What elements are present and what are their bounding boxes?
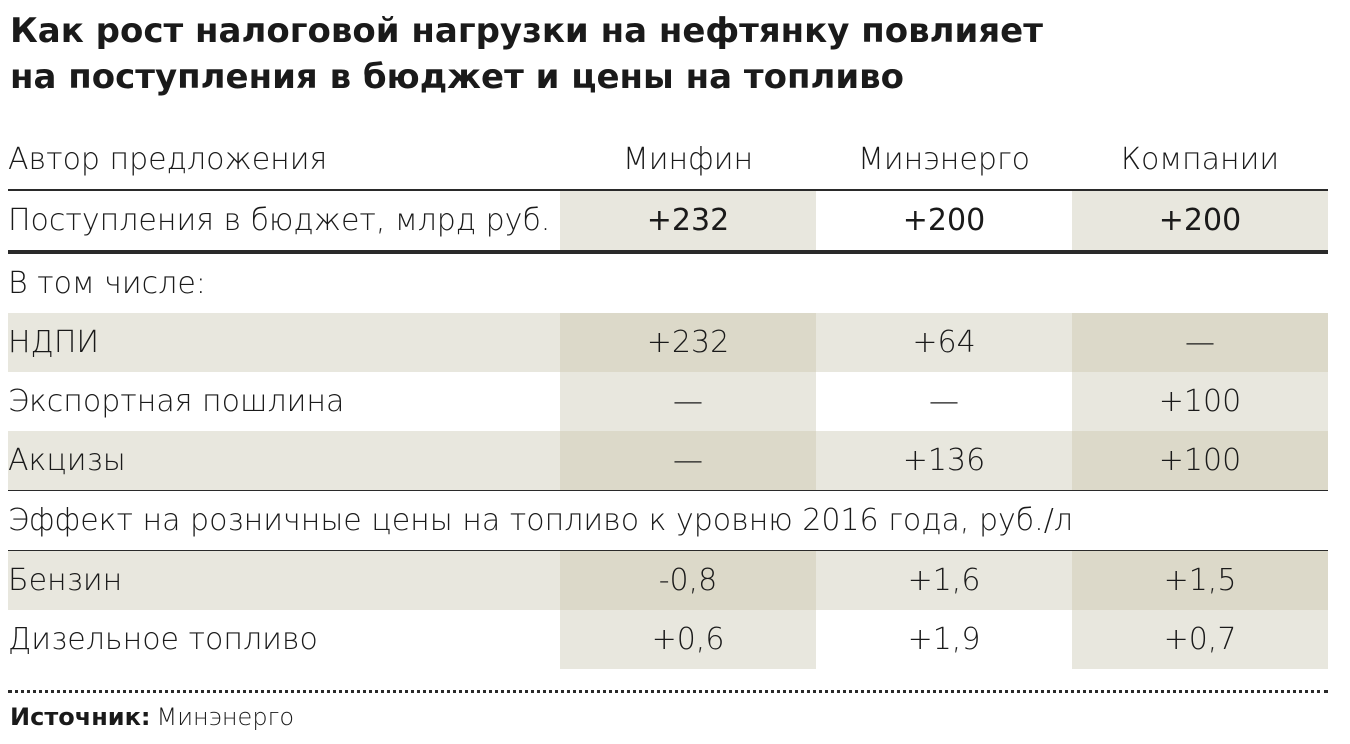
- row-label: Бензин: [8, 550, 560, 610]
- dotted-divider: [8, 690, 1328, 693]
- row-label: Поступления в бюджет, млрд руб.: [8, 190, 560, 254]
- table-cell: +1,5: [1072, 550, 1328, 610]
- table-row-ndpi: НДПИ +232 +64 —: [8, 313, 1328, 372]
- header-col-minenergo: Минэнерго: [816, 130, 1072, 191]
- table-row-section-including: В том числе:: [8, 252, 1328, 313]
- row-label: НДПИ: [8, 313, 560, 372]
- row-label: Экспортная пошлина: [8, 384, 345, 419]
- header-author-label: Автор предложения: [8, 130, 560, 191]
- row-label: Акцизы: [8, 431, 560, 491]
- table-cell: —: [1072, 313, 1328, 372]
- table-cell: —: [560, 372, 816, 431]
- source-note: Источник: Минэнерго: [10, 701, 294, 733]
- table-cell: —: [560, 431, 816, 491]
- tax-table: Автор предложения Минфин Минэнерго Компа…: [8, 130, 1328, 669]
- source-value: Минэнерго: [156, 703, 295, 731]
- table-cell: +232: [560, 313, 816, 372]
- chart-title: Как рост налоговой нагрузки на нефтянку …: [10, 8, 1330, 100]
- table-cell: -0,8: [560, 550, 816, 610]
- table-row-excise: Акцизы — +136 +100: [8, 431, 1328, 491]
- table-cell: —: [929, 384, 959, 419]
- table-cell: +1,6: [816, 550, 1072, 610]
- table-cell: +100: [1072, 431, 1328, 491]
- source-label: Источник:: [10, 703, 151, 731]
- section-label: В том числе:: [8, 266, 206, 301]
- table-cell: +64: [816, 313, 1072, 372]
- table-cell: +200: [816, 190, 1072, 254]
- table-cell: +1,9: [907, 622, 981, 657]
- row-label: Дизельное топливо: [8, 622, 318, 657]
- title-line-1: Как рост налоговой нагрузки на нефтянку …: [10, 11, 1043, 51]
- table-cell: +232: [560, 190, 816, 254]
- title-line-2: на поступления в бюджет и цены на топлив…: [10, 57, 905, 97]
- table-header-row: Автор предложения Минфин Минэнерго Компа…: [8, 130, 1328, 191]
- header-col-minfin: Минфин: [560, 130, 816, 191]
- table-cell: +200: [1072, 190, 1328, 254]
- table-cell: +136: [816, 431, 1072, 491]
- table-cell: +100: [1072, 372, 1328, 431]
- section-label: Эффект на розничные цены на топливо к ур…: [8, 490, 1328, 551]
- table-cell: +0,7: [1072, 610, 1328, 669]
- table-row-diesel: Дизельное топливо +0,6 +1,9 +0,7: [8, 610, 1328, 669]
- table-row-budget-total: Поступления в бюджет, млрд руб. +232 +20…: [8, 190, 1328, 254]
- table-row-section-retail-effect: Эффект на розничные цены на топливо к ур…: [8, 490, 1328, 551]
- table-cell: +0,6: [560, 610, 816, 669]
- table-row-gasoline: Бензин -0,8 +1,6 +1,5: [8, 550, 1328, 610]
- header-col-companies: Компании: [1072, 130, 1328, 191]
- table-row-export-duty: Экспортная пошлина — — +100: [8, 372, 1328, 431]
